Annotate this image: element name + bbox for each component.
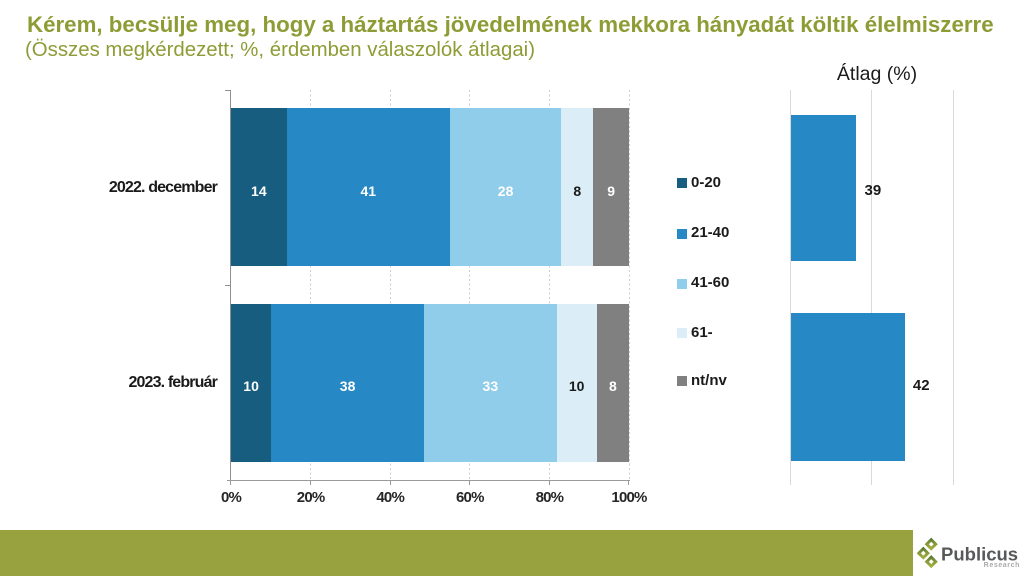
svg-text:Publicus: Publicus — [941, 544, 1018, 565]
svg-text:Research: Research — [984, 562, 1020, 569]
